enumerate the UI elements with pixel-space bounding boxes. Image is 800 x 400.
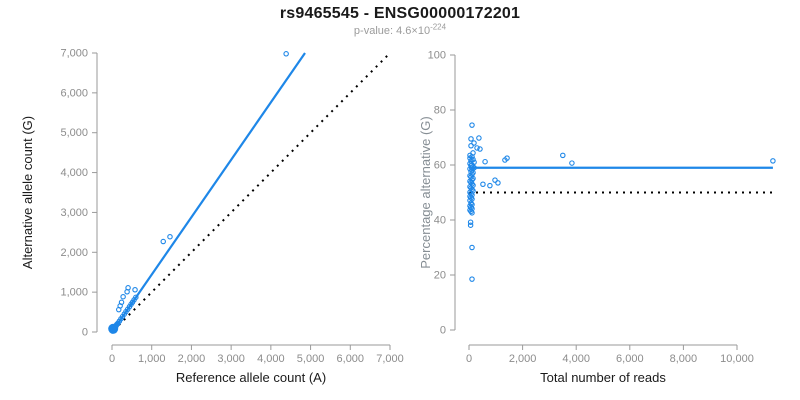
x-tick-label: 4,000 xyxy=(257,353,285,365)
x-tick-label: 10,000 xyxy=(720,353,754,365)
x-axis-title: Total number of reads xyxy=(540,370,666,385)
percentage-vs-reads-scatter: 0 20 40 60 80 100 0 2,000 4,000 6,000 8,000 10,000 T… xyxy=(418,50,776,385)
y-tick-label: 100 xyxy=(428,50,446,62)
data-point xyxy=(467,197,473,204)
data-point xyxy=(770,158,776,164)
y-axis-title: Percentage alternative (G) xyxy=(418,116,433,268)
data-point xyxy=(167,233,173,240)
data-point xyxy=(560,152,566,159)
x-tick-label: 0 xyxy=(109,353,115,365)
x-tick-label: 6,000 xyxy=(616,353,644,365)
x-axis: 0 2,000 4,000 6,000 8,000 10,000 xyxy=(466,344,754,365)
data-point xyxy=(125,285,131,291)
data-point xyxy=(467,219,474,225)
y-tick-label: 2,000 xyxy=(60,247,88,259)
x-tick-label: 2,000 xyxy=(178,353,206,365)
data-point xyxy=(477,146,483,152)
identity-line xyxy=(113,54,389,331)
data-point xyxy=(132,287,138,293)
data-points xyxy=(109,51,289,334)
y-tick-label: 20 xyxy=(434,270,446,282)
y-tick-label: 4,000 xyxy=(60,167,88,179)
y-tick-label: 0 xyxy=(440,325,446,337)
data-point xyxy=(569,160,575,166)
data-point xyxy=(469,276,475,282)
data-point xyxy=(482,158,488,165)
x-axis-title: Reference allele count (A) xyxy=(176,370,326,385)
data-point xyxy=(467,155,473,161)
x-axis: 0 1,000 2,000 3,000 4,000 5,000 6,000 7,000 xyxy=(109,344,404,365)
data-point xyxy=(468,136,474,142)
x-tick-label: 4,000 xyxy=(562,353,590,365)
data-point xyxy=(120,293,126,300)
regression-line xyxy=(111,52,306,333)
y-tick-label: 80 xyxy=(434,105,446,117)
data-point xyxy=(110,326,116,332)
y-tick-label: 0 xyxy=(82,327,88,339)
allele-count-scatter: 0 1,000 2,000 3,000 4,000 5,000 6,000 7,000 0 1,0… xyxy=(20,48,404,386)
data-point xyxy=(114,321,120,328)
x-tick-label: 1,000 xyxy=(138,353,166,365)
y-tick-label: 60 xyxy=(434,160,446,172)
y-axis: 0 1,000 2,000 3,000 4,000 5,000 6,000 7,000 xyxy=(60,48,98,339)
y-tick-label: 40 xyxy=(434,215,446,227)
data-point xyxy=(133,294,139,301)
x-tick-label: 0 xyxy=(466,353,472,365)
x-tick-label: 5,000 xyxy=(297,353,325,365)
data-point xyxy=(118,299,125,306)
data-point xyxy=(480,181,486,188)
data-point xyxy=(502,157,508,163)
x-tick-label: 2,000 xyxy=(509,353,537,365)
data-point xyxy=(474,145,480,151)
data-point xyxy=(468,143,474,149)
y-tick-label: 7,000 xyxy=(60,48,88,60)
data-point xyxy=(283,51,289,57)
data-point xyxy=(469,122,475,128)
y-tick-label: 6,000 xyxy=(60,87,88,99)
y-tick-label: 5,000 xyxy=(60,127,88,139)
x-tick-label: 6,000 xyxy=(337,353,365,365)
data-point xyxy=(160,238,166,245)
data-points xyxy=(467,122,776,282)
data-point xyxy=(492,177,498,183)
x-tick-label: 8,000 xyxy=(670,353,698,365)
y-axis: 0 20 40 60 80 100 xyxy=(428,50,456,337)
x-tick-label: 3,000 xyxy=(217,353,245,365)
y-tick-label: 1,000 xyxy=(60,287,88,299)
data-point xyxy=(467,222,474,228)
data-point xyxy=(469,210,475,216)
data-point xyxy=(487,182,493,189)
data-point xyxy=(469,244,475,251)
y-tick-label: 3,000 xyxy=(60,207,88,219)
y-axis-title: Alternative allele count (G) xyxy=(20,116,35,269)
x-tick-label: 7,000 xyxy=(376,353,404,365)
data-point xyxy=(495,180,501,186)
data-point xyxy=(471,140,477,146)
data-point xyxy=(476,135,482,141)
